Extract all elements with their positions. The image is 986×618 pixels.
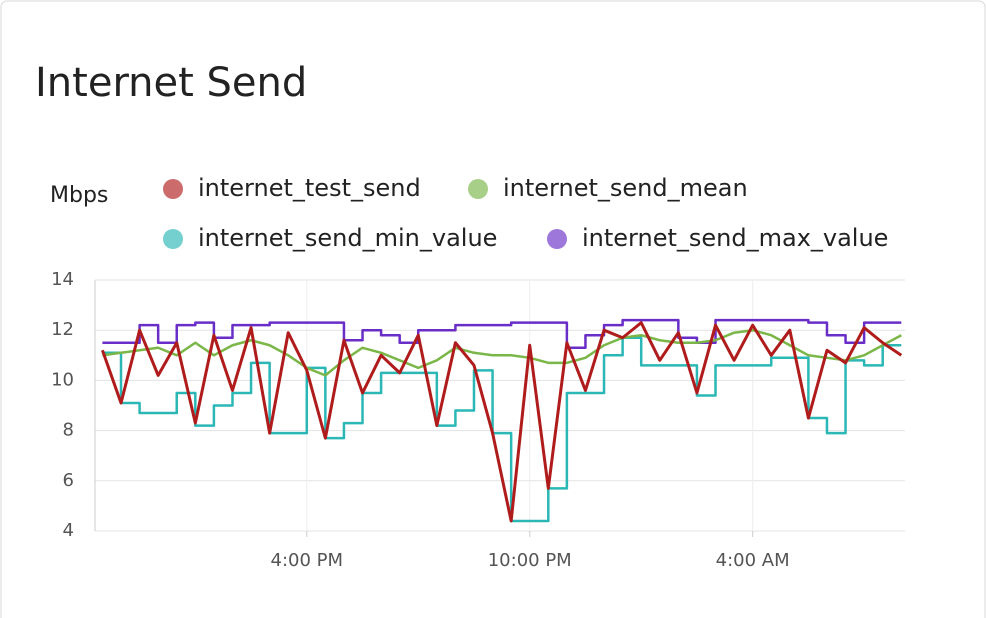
series-line: [101, 321, 903, 523]
legend-label: internet_send_mean: [503, 174, 748, 202]
legend-label: internet_test_send: [198, 174, 421, 202]
legend-marker: [468, 179, 488, 199]
chart-title: Internet Send: [35, 60, 307, 106]
y-tick-label: 6: [63, 470, 74, 491]
x-tick-label: 4:00 PM: [271, 550, 344, 571]
legend-marker: [163, 229, 183, 249]
series-line: [102, 318, 902, 350]
x-tick-label: 10:00 PM: [488, 550, 572, 571]
legend-label: internet_send_max_value: [582, 224, 888, 252]
y-tick-label: 12: [51, 319, 74, 340]
y-tick-label: 10: [51, 369, 74, 390]
legend-marker: [547, 229, 567, 249]
legend-marker: [163, 179, 183, 199]
series-line: [102, 336, 902, 523]
y-tick-label: 8: [63, 420, 74, 441]
y-axis-label: Mbps: [50, 183, 108, 208]
series-line: [102, 328, 902, 377]
y-tick-label: 4: [63, 520, 74, 541]
y-tick-label: 14: [51, 269, 74, 290]
legend-label: internet_send_min_value: [198, 224, 497, 252]
x-tick-label: 4:00 AM: [716, 550, 790, 571]
